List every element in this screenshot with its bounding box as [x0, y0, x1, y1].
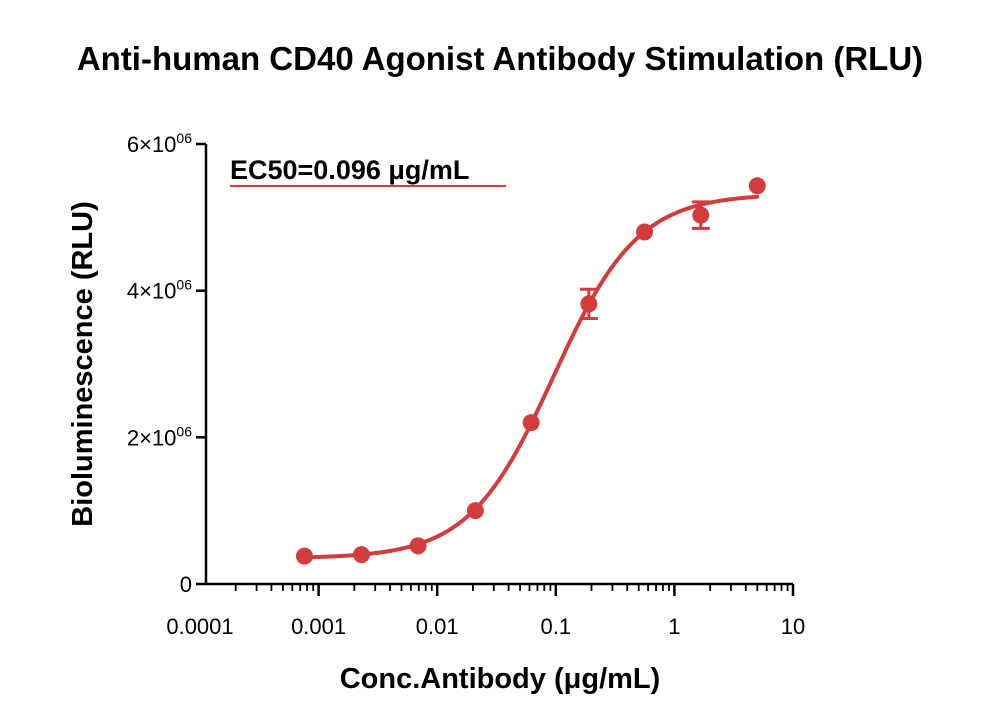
y-axis-label: Bioluminescence (RLU): [67, 201, 99, 527]
x-tick-label: 1: [668, 614, 680, 639]
x-tick-label: 0.01: [416, 614, 459, 639]
data-point: [580, 295, 598, 313]
y-tick-label: 4×1006: [127, 277, 192, 304]
x-tick-label: 0.001: [291, 614, 346, 639]
error-bars: [579, 200, 710, 321]
x-tick-labels: 0.0001 0.001 0.01 0.1 1 10: [166, 614, 805, 639]
data-point: [692, 206, 710, 224]
chart-title: Anti-human CD40 Agonist Antibody Stimula…: [77, 40, 923, 77]
y-tick-label: 0: [180, 572, 192, 597]
x-axis: [206, 582, 795, 596]
data-point: [409, 537, 427, 555]
y-tick-label: 2×1006: [127, 423, 192, 450]
x-tick-label: 0.0001: [166, 614, 233, 639]
data-point: [522, 414, 540, 432]
y-tick-label: 6×1006: [127, 130, 192, 157]
y-axis: [196, 142, 208, 586]
fit-curve-group: [302, 194, 760, 560]
x-tick-label: 10: [781, 614, 805, 639]
data-point: [636, 223, 654, 241]
y-tick-labels: 0 2×1006 4×1006 6×1006: [127, 130, 192, 597]
x-tick-label: 0.1: [541, 614, 572, 639]
x-axis-label: Conc.Antibody (μg/mL): [340, 663, 661, 695]
data-point: [295, 547, 313, 565]
fit-curve: [302, 194, 760, 560]
data-point: [353, 546, 371, 564]
data-point: [466, 502, 484, 520]
data-points: [295, 177, 766, 565]
ec50-annotation: EC50=0.096 μg/mL: [230, 155, 469, 185]
data-point: [748, 177, 766, 195]
